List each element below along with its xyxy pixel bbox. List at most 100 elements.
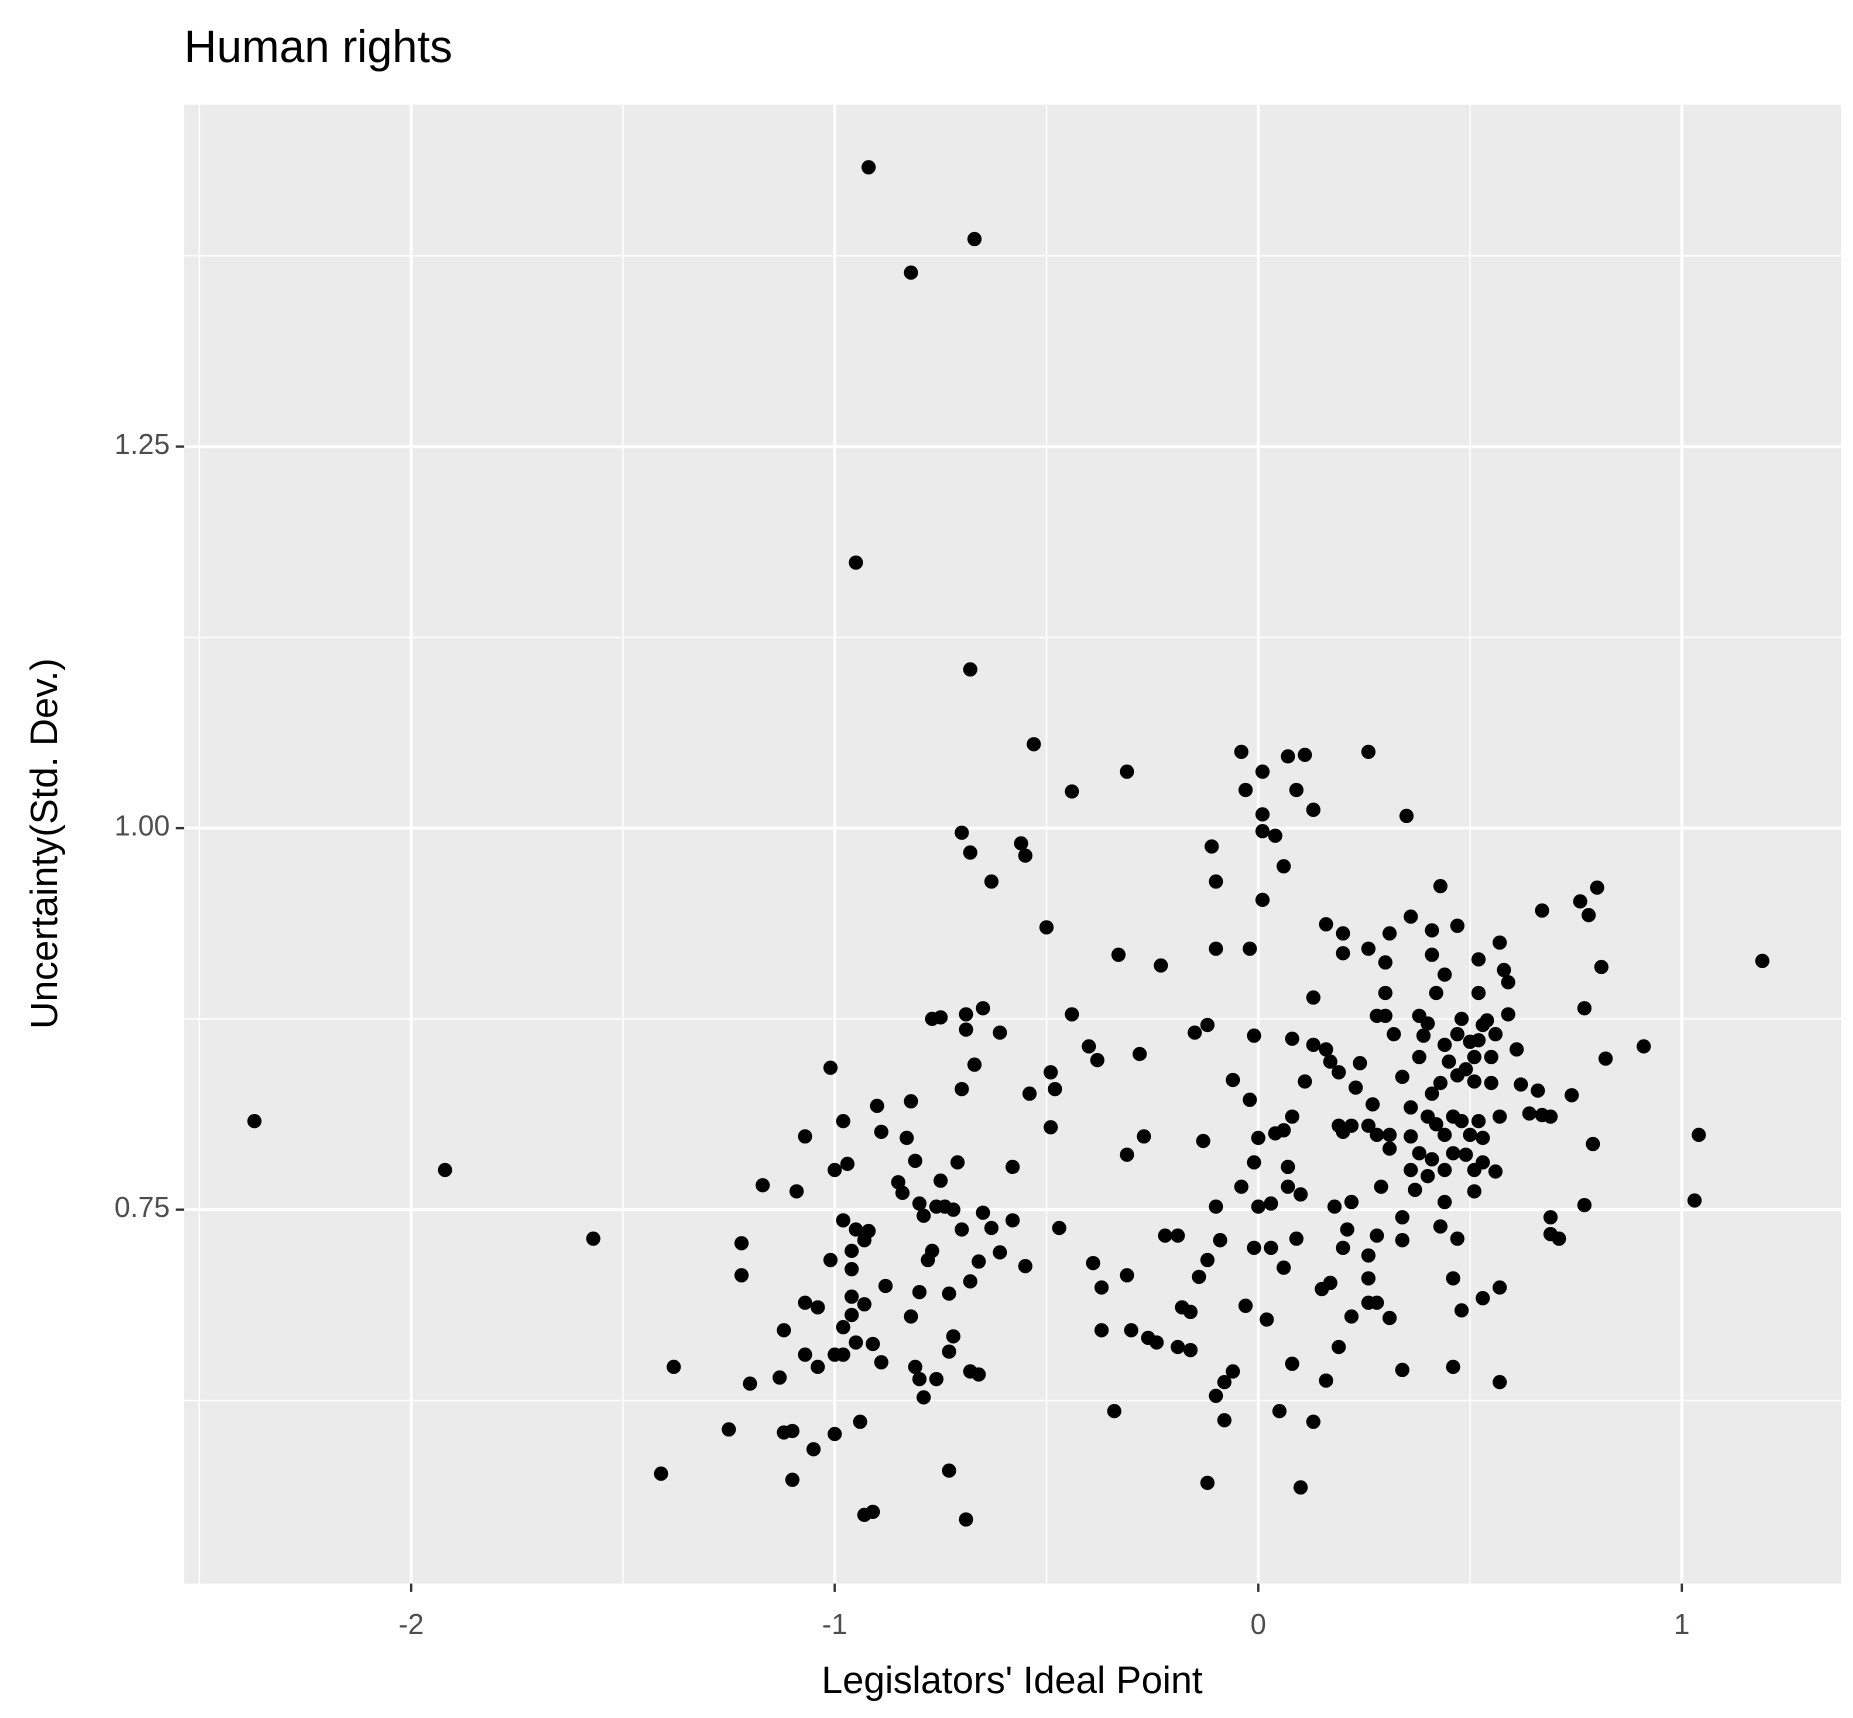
point — [836, 1320, 851, 1335]
point — [878, 1278, 893, 1294]
point — [1272, 1403, 1287, 1419]
point — [1306, 1037, 1321, 1052]
point — [1386, 1027, 1401, 1042]
point — [1335, 926, 1351, 941]
point — [1513, 1077, 1529, 1092]
point — [836, 1347, 851, 1362]
point — [1581, 907, 1596, 923]
point — [1424, 947, 1440, 962]
x-tick-label: 0 — [1250, 1609, 1266, 1641]
point — [1450, 1027, 1465, 1042]
point — [1285, 1031, 1300, 1046]
point — [912, 1284, 927, 1300]
point — [963, 662, 978, 677]
point — [1475, 1130, 1490, 1146]
point — [1136, 1129, 1152, 1144]
point — [1479, 1013, 1495, 1028]
point — [1496, 962, 1512, 978]
point — [1577, 1197, 1592, 1213]
point — [1467, 1184, 1482, 1199]
point — [1467, 1049, 1482, 1065]
point — [1437, 1037, 1452, 1052]
point — [1335, 1240, 1351, 1255]
point — [1429, 1117, 1444, 1132]
point — [1471, 985, 1486, 1001]
point — [895, 1185, 910, 1201]
point — [797, 1295, 813, 1310]
point — [1124, 1323, 1139, 1338]
point — [1437, 1162, 1452, 1178]
point — [1246, 1240, 1262, 1255]
point — [734, 1236, 749, 1251]
point — [946, 1202, 961, 1217]
point — [1382, 1141, 1397, 1156]
point — [1361, 941, 1376, 956]
point — [1285, 1109, 1300, 1124]
point — [785, 1423, 800, 1439]
point — [963, 1274, 978, 1289]
point — [1484, 1075, 1499, 1091]
point — [1289, 1231, 1304, 1246]
x-axis-title: Legislators' Ideal Point — [821, 1660, 1203, 1702]
point — [1412, 1146, 1427, 1161]
point — [247, 1114, 262, 1129]
y-tick-label: 1.25 — [114, 429, 169, 461]
point — [1043, 1120, 1058, 1135]
point — [1382, 1127, 1397, 1143]
point — [1361, 1295, 1376, 1310]
point — [1395, 1233, 1410, 1248]
point — [1327, 1199, 1342, 1214]
point — [1534, 903, 1550, 918]
point — [844, 1243, 859, 1258]
point — [848, 555, 864, 570]
point — [1081, 1039, 1096, 1054]
point — [827, 1162, 842, 1178]
point — [1200, 1017, 1215, 1033]
point — [1594, 959, 1609, 975]
point — [1119, 764, 1135, 779]
point — [1433, 1219, 1448, 1234]
point — [992, 1025, 1008, 1040]
point — [1200, 1475, 1215, 1490]
point — [1090, 1052, 1105, 1068]
point — [1234, 744, 1249, 759]
point — [1467, 1074, 1482, 1089]
point — [1361, 1248, 1376, 1263]
point — [1085, 1255, 1101, 1271]
point — [857, 1297, 872, 1312]
point — [1424, 923, 1440, 938]
point — [941, 1286, 957, 1301]
point — [653, 1466, 669, 1481]
point — [1263, 1196, 1279, 1211]
point — [806, 1442, 821, 1457]
point — [903, 265, 919, 280]
point — [1492, 935, 1507, 950]
point — [1352, 1056, 1368, 1071]
point — [941, 1463, 957, 1478]
point — [941, 1344, 957, 1359]
point — [1187, 1025, 1202, 1040]
point — [1378, 985, 1393, 1001]
point — [1323, 1054, 1338, 1069]
point — [1094, 1280, 1109, 1295]
point — [1246, 1028, 1262, 1043]
point — [1475, 1291, 1490, 1306]
point — [1488, 1164, 1503, 1179]
point — [1488, 1027, 1503, 1042]
point — [755, 1178, 770, 1193]
point — [1585, 1136, 1601, 1152]
point — [1170, 1228, 1185, 1243]
point — [1331, 1339, 1346, 1355]
point — [975, 1001, 991, 1016]
point — [1306, 990, 1321, 1005]
point — [1297, 747, 1313, 762]
y-tick-label: 0.75 — [114, 1192, 169, 1224]
point — [967, 231, 982, 247]
point — [1416, 1028, 1431, 1043]
point — [1276, 1123, 1291, 1138]
points — [247, 160, 1770, 1527]
point — [984, 874, 999, 889]
point — [1755, 953, 1770, 969]
point — [967, 1057, 982, 1072]
point — [1018, 1259, 1033, 1274]
